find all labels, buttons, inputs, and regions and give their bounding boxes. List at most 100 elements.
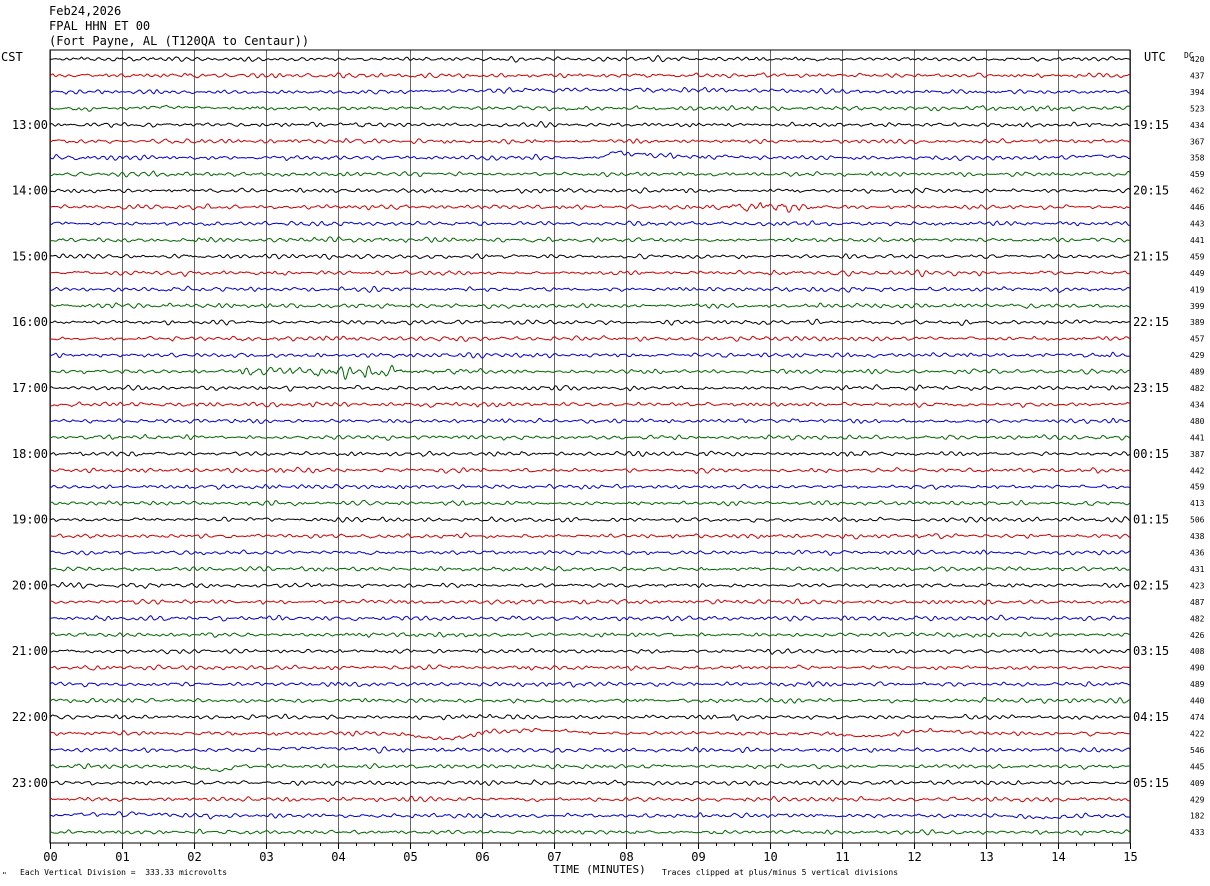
dc-offset-label: 449 xyxy=(1190,269,1205,278)
seismic-trace xyxy=(49,351,1131,359)
seismic-trace xyxy=(49,138,1131,145)
utc-hour-label: 00:15 xyxy=(1133,447,1169,461)
utc-hour-label: 04:15 xyxy=(1133,710,1169,724)
seismic-trace xyxy=(49,236,1131,243)
dc-offset-label: 437 xyxy=(1190,71,1205,80)
dc-offset-label: 443 xyxy=(1190,220,1205,229)
corner-mark: " xyxy=(2,871,7,880)
seismic-trace xyxy=(50,202,1131,213)
seismic-trace xyxy=(49,318,1131,326)
scale-note: Each Vertical Division = 333.33 microvol… xyxy=(20,868,228,877)
dc-offset-label: 358 xyxy=(1190,154,1205,163)
dc-offset-label: 487 xyxy=(1190,598,1205,607)
dc-offset-label: 434 xyxy=(1190,400,1205,409)
utc-hour-label: 02:15 xyxy=(1133,578,1169,592)
dc-offset-label: 441 xyxy=(1190,236,1205,245)
seismic-trace xyxy=(49,795,1131,803)
seismic-trace xyxy=(49,433,1131,441)
seismic-trace xyxy=(49,401,1131,408)
cst-hour-label: 13:00 xyxy=(12,118,48,132)
seismic-trace xyxy=(49,828,1131,836)
dc-offset-label: 419 xyxy=(1190,285,1205,294)
dc-offset-label: 506 xyxy=(1190,516,1205,525)
dc-offset-label: 434 xyxy=(1190,121,1205,130)
dc-offset-label: 441 xyxy=(1190,433,1205,442)
dc-offset-label: 367 xyxy=(1190,137,1205,146)
x-tick-label: 07 xyxy=(547,850,561,864)
seismic-trace xyxy=(49,516,1131,523)
x-tick-label: 14 xyxy=(1051,850,1065,864)
seismic-trace xyxy=(49,746,1131,754)
dc-offset-label: 387 xyxy=(1190,450,1205,459)
dc-offset-label: 413 xyxy=(1190,499,1205,508)
dc-offset-label: 399 xyxy=(1190,302,1205,311)
seismic-trace xyxy=(49,72,1131,79)
x-tick-label: 13 xyxy=(979,850,993,864)
dc-offset-label: 482 xyxy=(1190,614,1205,623)
x-tick-label: 15 xyxy=(1123,850,1137,864)
seismic-trace xyxy=(49,713,1131,721)
utc-hour-label: 01:15 xyxy=(1133,513,1169,527)
seismic-trace xyxy=(50,566,1131,572)
cst-hour-label: 15:00 xyxy=(12,249,48,263)
x-tick-label: 12 xyxy=(907,850,921,864)
seismic-trace xyxy=(49,549,1131,556)
dc-offset-label: 480 xyxy=(1190,417,1205,426)
seismic-trace xyxy=(49,364,1131,380)
seismic-trace xyxy=(49,253,1131,260)
seismic-trace xyxy=(49,121,1131,128)
dc-offset-label: 459 xyxy=(1190,483,1205,492)
seismic-trace xyxy=(50,335,1131,342)
seismic-trace xyxy=(49,697,1131,704)
cst-hour-label: 19:00 xyxy=(12,513,48,527)
dc-offset-label: 422 xyxy=(1190,729,1205,738)
right-timezone-label: UTC xyxy=(1144,50,1166,64)
dc-offset-label: 408 xyxy=(1190,647,1205,656)
seismic-trace xyxy=(49,779,1131,786)
seismic-trace xyxy=(49,104,1131,112)
dc-offset-label: 445 xyxy=(1190,762,1205,771)
cst-hour-label: 14:00 xyxy=(12,184,48,198)
seismic-trace xyxy=(50,269,1131,278)
seismic-trace xyxy=(49,581,1131,589)
seismic-trace xyxy=(49,55,1131,63)
cst-hour-label: 17:00 xyxy=(12,381,48,395)
dc-offset-label: 546 xyxy=(1190,746,1205,755)
utc-hour-label: 21:15 xyxy=(1133,249,1169,263)
seismic-trace xyxy=(49,727,1130,741)
dc-offset-label: 446 xyxy=(1190,203,1205,212)
seismic-trace xyxy=(50,417,1130,424)
seismic-trace xyxy=(49,86,1131,95)
cst-hour-label: 18:00 xyxy=(12,447,48,461)
x-tick-label: 08 xyxy=(619,850,633,864)
dc-offset-label: 389 xyxy=(1190,318,1205,327)
dc-header: DC xyxy=(1184,51,1194,60)
seismic-trace xyxy=(49,681,1131,688)
cst-hour-label: 23:00 xyxy=(12,776,48,790)
x-tick-label: 06 xyxy=(475,850,489,864)
dc-offset-label: 420 xyxy=(1190,55,1205,64)
utc-hour-label: 22:15 xyxy=(1133,315,1169,329)
x-tick-label: 05 xyxy=(403,850,417,864)
dc-offset-label: 182 xyxy=(1190,812,1205,821)
dc-offset-label: 429 xyxy=(1190,795,1205,804)
dc-offset-label: 490 xyxy=(1190,664,1205,673)
chart-location: (Fort Payne, AL (T120QA to Centaur)) xyxy=(49,34,310,48)
cst-hour-label: 22:00 xyxy=(12,710,48,724)
x-axis-title: TIME (MINUTES) xyxy=(553,863,646,876)
dc-offset-label: 474 xyxy=(1190,713,1205,722)
x-tick-label: 01 xyxy=(115,850,129,864)
dc-offset-label: 523 xyxy=(1190,104,1205,113)
seismic-trace xyxy=(49,598,1131,606)
dc-offset-label: 459 xyxy=(1190,252,1205,261)
dc-offset-label: 440 xyxy=(1190,697,1205,706)
x-tick-label: 00 xyxy=(43,850,57,864)
dc-offset-label: 433 xyxy=(1190,828,1205,837)
x-tick-label: 03 xyxy=(259,850,273,864)
dc-offset-label: 438 xyxy=(1190,532,1205,541)
utc-hour-label: 19:15 xyxy=(1133,118,1169,132)
cst-hour-label: 21:00 xyxy=(12,644,48,658)
seismic-trace xyxy=(49,648,1131,655)
x-tick-label: 04 xyxy=(331,850,345,864)
x-tick-label: 10 xyxy=(763,850,777,864)
